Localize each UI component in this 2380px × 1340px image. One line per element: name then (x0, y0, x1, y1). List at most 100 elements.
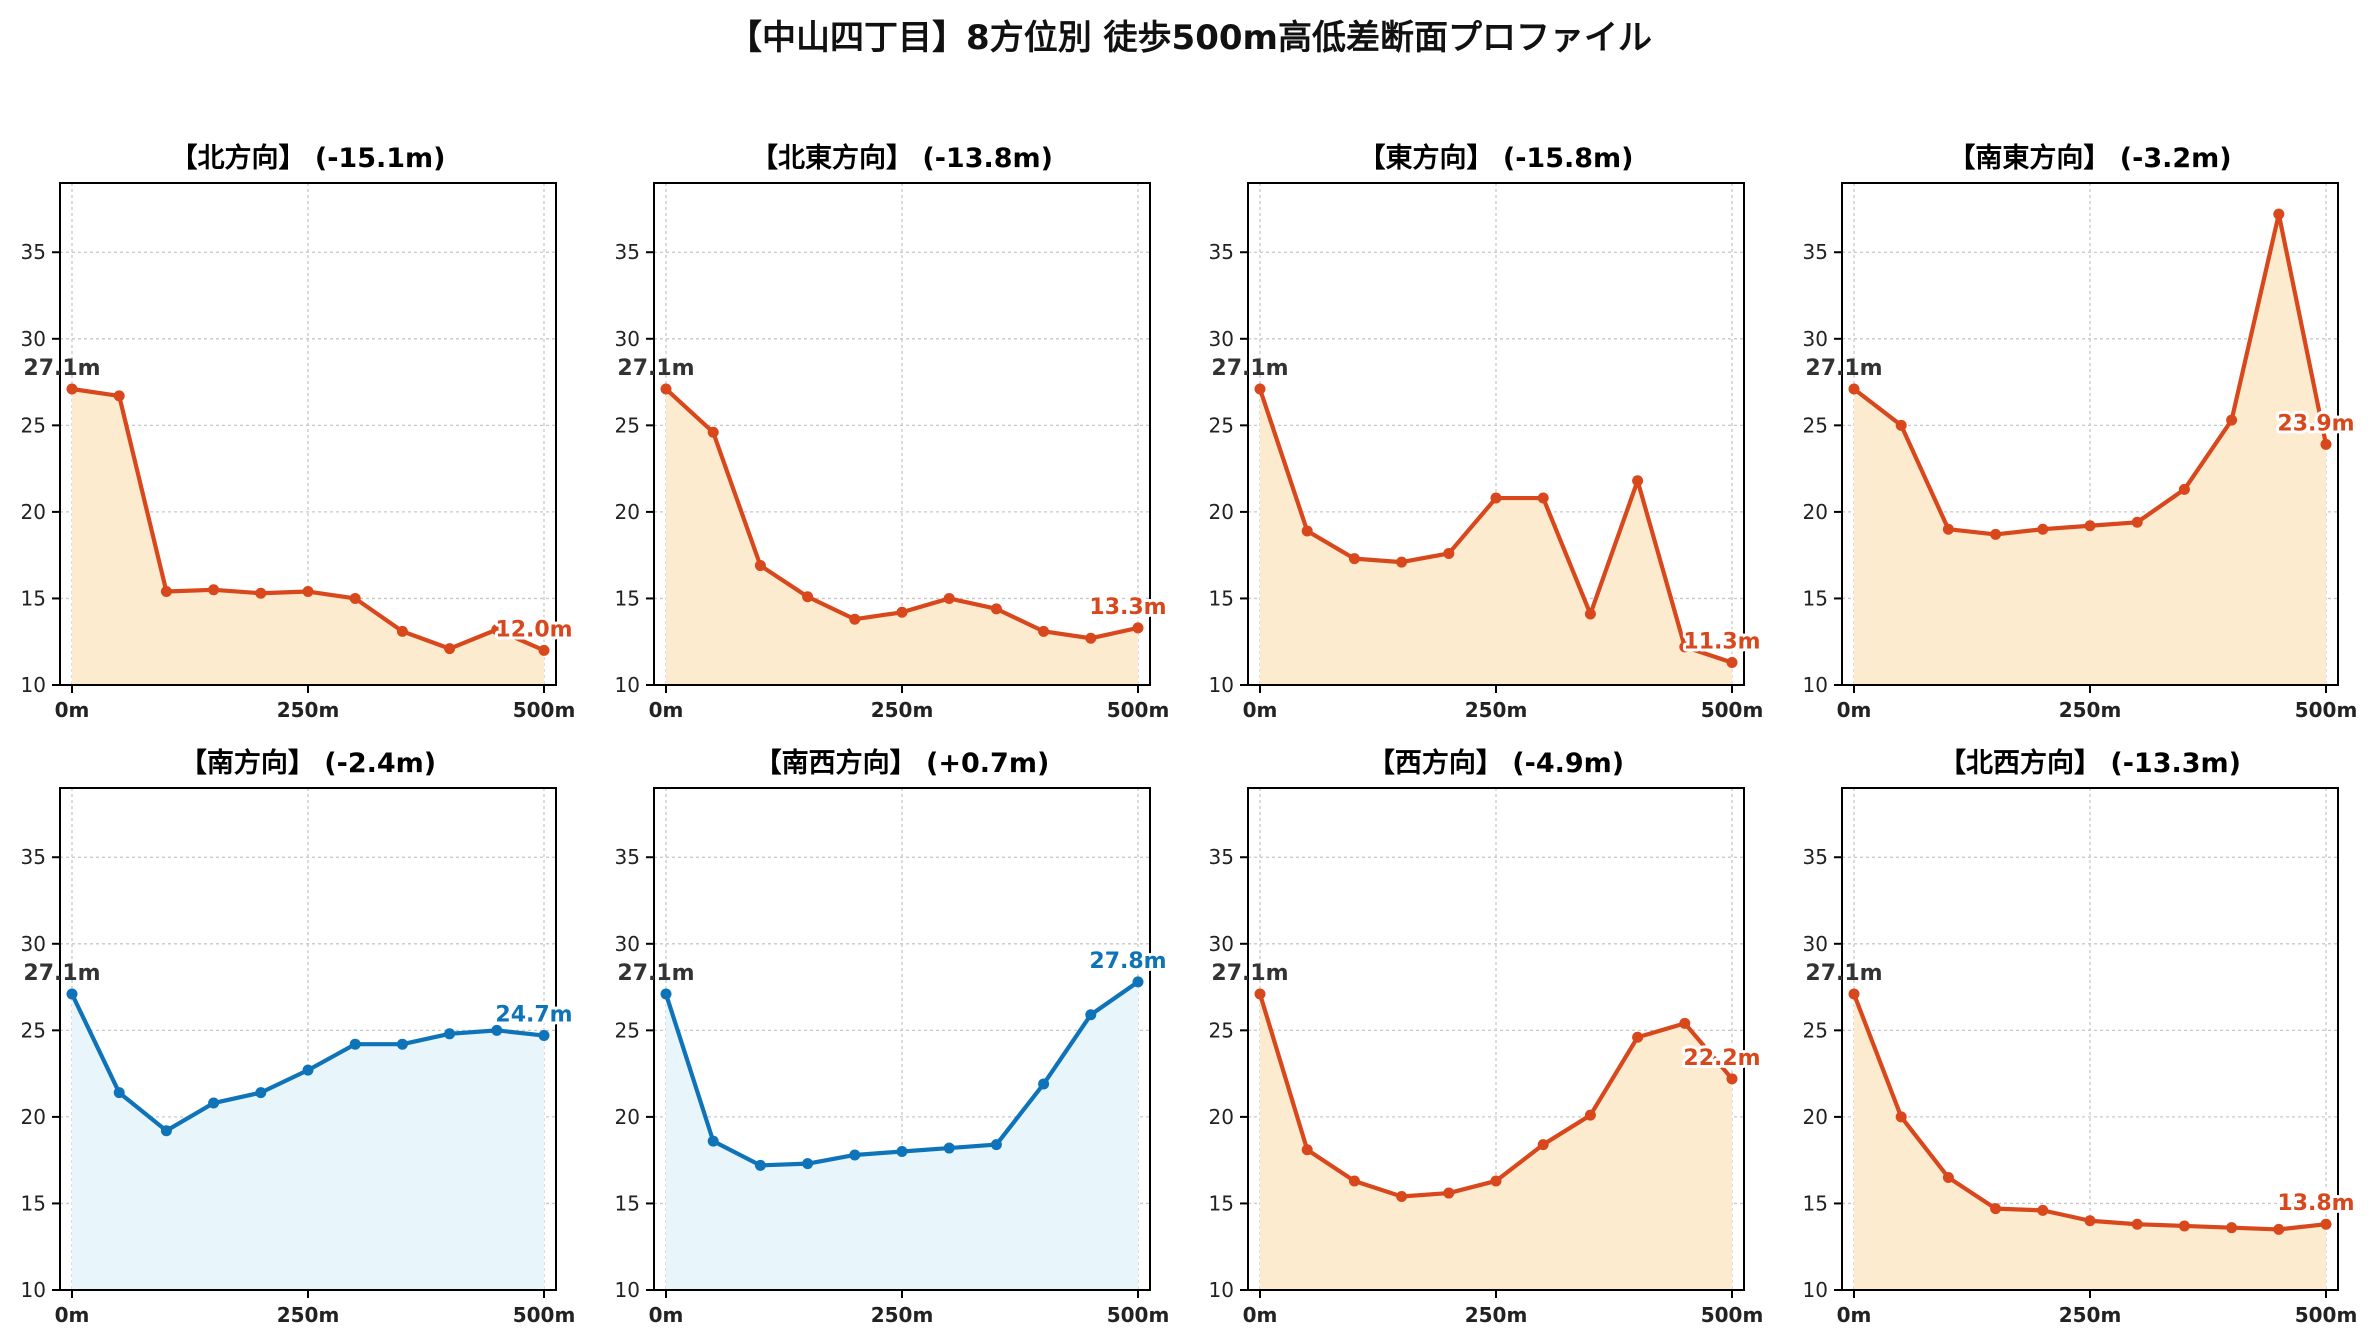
data-point (491, 1024, 503, 1036)
data-point (943, 592, 955, 604)
x-tick-label: 0m (1837, 1303, 1872, 1327)
data-point (66, 383, 78, 395)
data-point (302, 1064, 314, 1076)
x-tick-label: 0m (1243, 698, 1278, 722)
y-tick-label: 15 (1209, 586, 1234, 610)
y-tick-label: 20 (1209, 500, 1234, 524)
y-tick-label: 10 (1803, 673, 1828, 697)
chart-panel: 10 15 20 25 30 35 0m 250m 500m 【南東方向】 (-3.2m) 27.1… (1803, 142, 2358, 722)
data-point (1132, 976, 1144, 988)
data-point (707, 1135, 719, 1147)
data-point (1726, 656, 1738, 668)
y-tick-label: 35 (615, 240, 640, 264)
data-point (1537, 1139, 1549, 1151)
data-point (1990, 1203, 2002, 1215)
y-tick-label: 35 (1209, 845, 1234, 869)
chart-panel: 10 15 20 25 30 35 0m 250m 500m 【東方向】 (-15.8m) 27.1… (1209, 142, 1764, 722)
data-point (113, 390, 125, 402)
x-tick-label: 500m (2295, 1303, 2358, 1327)
y-tick-label: 15 (1803, 586, 1828, 610)
y-tick-label: 10 (21, 673, 46, 697)
chart-panel: 10 15 20 25 30 35 0m 250m 500m 【北東方向】 (-13.8m) 27.… (615, 142, 1170, 722)
x-tick-label: 0m (55, 698, 90, 722)
y-tick-label: 30 (1803, 932, 1828, 956)
y-tick-label: 20 (21, 500, 46, 524)
chart-panel: 10 15 20 25 30 35 0m 250m 500m 【北西方向】 (-13.3m) 27.… (1803, 747, 2358, 1327)
x-tick-label: 250m (1465, 698, 1528, 722)
y-tick-label: 30 (1209, 932, 1234, 956)
start-elevation-label: 27.1m (617, 356, 694, 381)
y-tick-label: 15 (1209, 1191, 1234, 1215)
data-point (2320, 438, 2332, 450)
area-fill (1260, 388, 1732, 685)
data-point (444, 1028, 456, 1040)
start-elevation-label: 27.1m (23, 961, 100, 986)
y-tick-label: 20 (1803, 1105, 1828, 1129)
data-point (1254, 383, 1266, 395)
data-point (990, 603, 1002, 615)
data-point (1490, 1175, 1502, 1187)
data-point (2273, 1223, 2285, 1235)
y-tick-label: 20 (615, 500, 640, 524)
data-point (2226, 1222, 2238, 1234)
data-point (2320, 1218, 2332, 1230)
y-tick-label: 30 (21, 327, 46, 351)
panel-title: 【南方向】 (-2.4m) (180, 747, 436, 779)
data-point (349, 592, 361, 604)
data-point (1038, 625, 1050, 637)
data-point (491, 624, 503, 636)
y-tick-label: 20 (21, 1105, 46, 1129)
data-point (1942, 523, 1954, 535)
y-tick-label: 25 (1803, 413, 1828, 437)
data-point (802, 591, 814, 603)
data-point (2037, 523, 2049, 535)
end-elevation-label: 12.0m (495, 617, 572, 642)
data-point (1301, 1144, 1313, 1156)
data-point (754, 560, 766, 572)
data-point (444, 643, 456, 655)
end-elevation-label: 27.8m (1089, 949, 1166, 974)
x-tick-label: 250m (2059, 698, 2122, 722)
y-tick-label: 15 (21, 586, 46, 610)
area-fill (72, 388, 544, 685)
end-elevation-label: 22.2m (1683, 1046, 1760, 1071)
data-point (1848, 383, 1860, 395)
figure-title: 【中山四丁目】8方位別 徒歩500m高低差断面プロファイル (728, 18, 1652, 58)
x-tick-label: 0m (649, 698, 684, 722)
x-tick-label: 0m (1243, 1303, 1278, 1327)
data-point (1679, 1017, 1691, 1029)
y-tick-label: 25 (21, 1018, 46, 1042)
data-point (538, 644, 550, 656)
x-tick-label: 500m (2295, 698, 2358, 722)
data-point (1848, 988, 1860, 1000)
x-tick-label: 0m (1837, 698, 1872, 722)
data-point (255, 587, 267, 599)
y-tick-label: 35 (1209, 240, 1234, 264)
y-tick-label: 35 (21, 845, 46, 869)
data-point (990, 1139, 1002, 1151)
x-tick-label: 500m (1701, 698, 1764, 722)
data-point (396, 625, 408, 637)
data-point (1537, 492, 1549, 504)
data-point (849, 613, 861, 625)
y-tick-label: 10 (1209, 1278, 1234, 1302)
y-tick-label: 25 (1209, 413, 1234, 437)
x-tick-label: 0m (649, 1303, 684, 1327)
panel-title: 【南西方向】 (+0.7m) (755, 747, 1050, 779)
end-elevation-label: 13.3m (1089, 595, 1166, 620)
y-tick-label: 35 (1803, 240, 1828, 264)
area-fill (1260, 993, 1732, 1290)
data-point (113, 1087, 125, 1099)
y-tick-label: 30 (21, 932, 46, 956)
data-point (1679, 641, 1691, 653)
data-point (2084, 520, 2096, 532)
data-point (1990, 528, 2002, 540)
start-elevation-label: 27.1m (1805, 356, 1882, 381)
data-point (1132, 622, 1144, 634)
x-tick-label: 250m (2059, 1303, 2122, 1327)
y-tick-label: 25 (615, 1018, 640, 1042)
end-elevation-label: 23.9m (2277, 411, 2354, 436)
panel-title: 【南東方向】 (-3.2m) (1948, 142, 2231, 174)
data-point (660, 988, 672, 1000)
chart-panel: 10 15 20 25 30 35 0m 250m 500m 【北方向】 (-15.1m) 27.1… (21, 142, 576, 722)
